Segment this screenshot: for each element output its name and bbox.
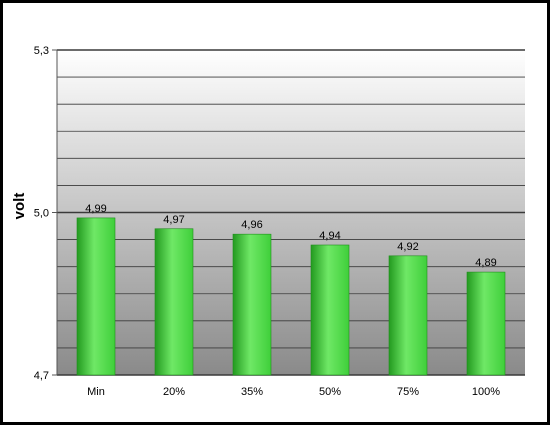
axes (52, 49, 58, 376)
bar-chart: 4,7 5,0 5,3 4,99 Min 4,97 20% 4,96 35% 4,94 50% 4,9… (34, 45, 525, 398)
bar (388, 255, 428, 376)
data-label: 4,89 (475, 257, 496, 269)
data-label: 4,96 (241, 219, 262, 231)
bar (76, 217, 116, 376)
y-tick-label: 4,7 (34, 370, 49, 382)
data-label: 4,97 (163, 214, 184, 226)
bar (310, 244, 350, 376)
data-label: 4,99 (85, 203, 106, 215)
bar (466, 271, 506, 376)
x-tick-label: 35% (241, 386, 263, 398)
bars (76, 217, 506, 376)
bar (154, 228, 194, 376)
x-tick-label: Min (87, 386, 105, 398)
data-label: 4,92 (397, 241, 418, 253)
labels: 4,7 5,0 5,3 4,99 Min 4,97 20% 4,96 35% 4,94 50% 4,9… (34, 45, 501, 398)
x-tick-label: 100% (472, 386, 500, 398)
x-tick-label: 75% (397, 386, 419, 398)
bar (232, 233, 272, 376)
y-tick-label: 5,0 (34, 208, 49, 220)
gridlines (57, 49, 525, 376)
data-label: 4,94 (319, 230, 340, 242)
x-tick-label: 20% (163, 386, 185, 398)
y-tick-label: 5,3 (34, 45, 49, 57)
x-tick-label: 50% (319, 386, 341, 398)
